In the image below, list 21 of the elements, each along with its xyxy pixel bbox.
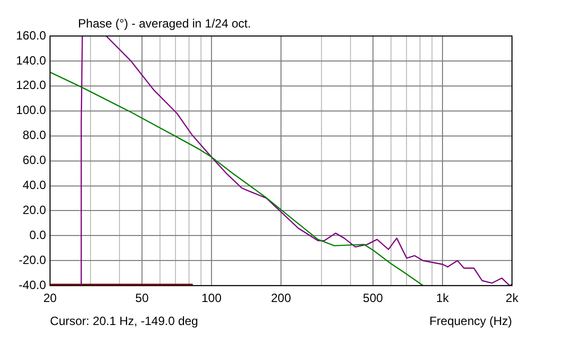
y-tick-label: 20.0 <box>22 203 46 218</box>
y-tick-label: 40.0 <box>22 178 46 192</box>
x-tick-label: 500 <box>362 291 384 306</box>
y-tick-label: 80.0 <box>22 128 46 142</box>
y-tick-label: 60.0 <box>22 153 46 168</box>
x-axis-title: Frequency (Hz) <box>429 314 512 328</box>
x-tick-label: 20 <box>43 291 58 306</box>
y-tick-label: 160.0 <box>16 28 46 42</box>
y-tick-label: 140.0 <box>16 53 46 68</box>
x-tick-label: 2k <box>506 291 520 306</box>
y-tick-label: -20.0 <box>18 252 46 267</box>
x-tick-label: 50 <box>135 291 149 306</box>
y-tick-label: 0.0 <box>29 228 46 242</box>
y-tick-label: 120.0 <box>16 78 46 92</box>
chart-title: Phase (°) - averaged in 1/24 oct. <box>78 16 251 30</box>
y-tick-label: -40.0 <box>18 278 46 292</box>
x-tick-label: 1k <box>436 291 450 306</box>
x-tick-label: 200 <box>271 291 292 306</box>
y-tick-label: 100.0 <box>16 103 46 118</box>
x-tick-label: 100 <box>201 291 222 306</box>
text: Cursor: 20.1 Hz, -149.0 deg <box>50 314 198 328</box>
